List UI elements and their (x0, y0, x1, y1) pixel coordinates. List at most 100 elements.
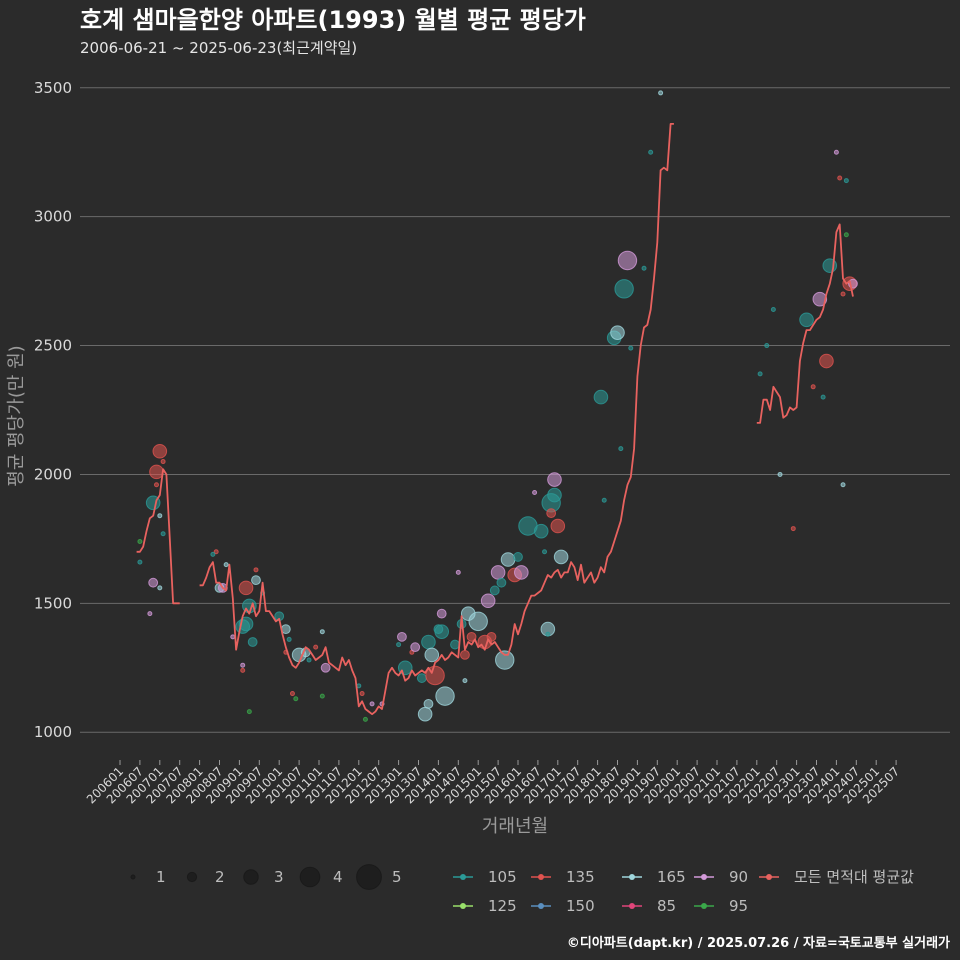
point-90-17 (230, 634, 236, 640)
point-135-5 (152, 443, 168, 459)
point-165-16 (223, 562, 229, 568)
point-165-24 (251, 575, 261, 586)
size-legend-dot-1 (130, 874, 136, 880)
point-165-75 (495, 650, 515, 670)
point-135-120 (840, 291, 846, 297)
point-135-116 (837, 175, 843, 181)
size-legend-dot-3 (243, 869, 259, 885)
point-105-52 (416, 673, 427, 683)
point-165-54 (424, 647, 440, 663)
point-105-93 (593, 389, 609, 405)
point-165-76 (500, 552, 516, 567)
point-135-4 (149, 464, 164, 480)
point-90-73 (490, 565, 506, 580)
size-legend-label-2: 2 (215, 868, 225, 886)
legend-key-dot-5 (460, 903, 466, 909)
point-105-11 (160, 531, 166, 537)
point-105-104 (757, 371, 763, 377)
point-90-85 (547, 472, 562, 487)
point-135-113 (819, 353, 834, 369)
size-legend-dot-2 (186, 871, 198, 883)
point-105-92 (545, 631, 551, 637)
point-165-107 (777, 471, 783, 477)
chart-title: 호계 샘마을한양 아파트(1993) 월별 평균 평당가 (80, 6, 586, 34)
point-90-59 (436, 608, 447, 619)
y-axis-title: 평균 평당가(만 원) (6, 345, 27, 486)
point-105-99 (648, 149, 654, 155)
y-tick-labels: 1000 1500 2000 2500 3000 3500 (34, 79, 72, 741)
point-105-62 (450, 639, 460, 650)
series-legend: 105 135 165 90 모든 면적대 평균값 125 150 85 95 (453, 868, 914, 915)
point-90-71 (480, 593, 496, 609)
point-165-121 (840, 482, 846, 488)
point-165-87 (553, 549, 569, 565)
point-135-33 (289, 691, 295, 697)
point-95-44 (362, 716, 368, 722)
legend-label-4: 모든 면적대 평균값 (794, 868, 914, 886)
point-135-23 (240, 667, 246, 673)
legend-key-dot-3 (701, 874, 707, 880)
point-165-39 (319, 629, 325, 635)
point-135-43 (359, 691, 365, 697)
point-90-67 (455, 569, 461, 575)
average-line (136, 123, 854, 716)
point-90-48 (397, 631, 407, 642)
point-165-68 (462, 678, 468, 684)
point-165-6 (157, 513, 163, 519)
point-105-103 (601, 497, 607, 503)
point-105-47 (396, 642, 402, 648)
point-105-109 (799, 312, 814, 328)
point-135-86 (550, 518, 566, 534)
point-90-26 (240, 662, 246, 668)
point-95-122 (843, 232, 849, 238)
point-135-10 (160, 459, 166, 465)
y-tick-2000: 2000 (34, 465, 72, 483)
y-tick-1000: 1000 (34, 723, 72, 741)
legend-label-1: 135 (566, 868, 595, 886)
point-105-91 (542, 549, 548, 555)
point-90-115 (833, 149, 839, 155)
point-90-90 (532, 489, 538, 495)
point-105-15 (210, 551, 216, 557)
point-105-96 (614, 279, 634, 299)
y-tick-3000: 3000 (34, 208, 72, 226)
point-165-8 (157, 585, 163, 591)
size-legend-label-1: 1 (156, 868, 166, 886)
point-105-82 (533, 523, 549, 539)
legend-label-5: 125 (488, 897, 517, 915)
point-90-51 (410, 642, 421, 653)
point-105-22 (247, 637, 258, 647)
legend-label-6: 150 (566, 897, 595, 915)
point-105-57 (434, 624, 450, 639)
size-legend: 1 2 3 4 5 (130, 864, 402, 890)
point-135-66 (466, 631, 477, 642)
point-165-58 (435, 686, 455, 706)
point-165-61 (423, 698, 434, 709)
point-135-14 (213, 549, 219, 555)
legend-key-dot-4 (766, 874, 772, 880)
point-90-7 (147, 611, 153, 617)
point-135-21 (238, 580, 254, 596)
size-legend-dot-5 (356, 864, 382, 890)
point-90-41 (320, 662, 331, 673)
point-135-89 (546, 508, 557, 519)
legend-key-dot-1 (538, 874, 544, 880)
point-105-53 (421, 634, 436, 650)
point-90-45 (369, 701, 375, 707)
y-tick-1500: 1500 (34, 594, 72, 612)
point-90-97 (617, 250, 638, 271)
point-90-111 (812, 291, 828, 307)
point-105-0 (137, 559, 143, 565)
point-95-1 (137, 538, 143, 544)
point-95-34 (293, 696, 299, 702)
legend-label-0: 105 (488, 868, 517, 886)
point-135-64 (460, 649, 470, 660)
point-135-9 (153, 482, 159, 488)
chart-subtitle: 2006-06-21 ~ 2025-06-23(최근계약일) (80, 39, 357, 57)
point-165-95 (610, 325, 625, 340)
size-legend-label-3: 3 (274, 868, 284, 886)
point-95-40 (319, 693, 325, 699)
point-105-72 (489, 585, 500, 596)
point-105-80 (513, 552, 523, 562)
source-caption: ©디아파트(dapt.kr) / 2025.07.26 / 자료=국토교통부 실… (567, 935, 950, 951)
